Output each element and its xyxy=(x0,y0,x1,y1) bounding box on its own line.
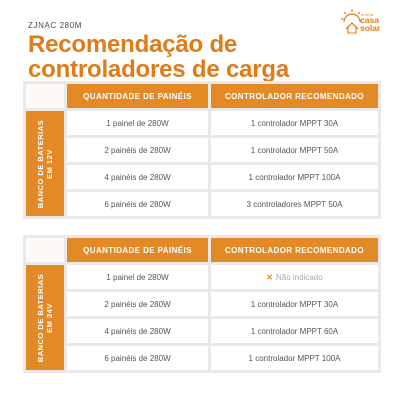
x-icon: ✕ xyxy=(266,272,273,282)
col-header-panels: QUANTIDADE DE PAINÉIS xyxy=(67,84,208,108)
table-row: BANCO DE BATERIAS EM 12V 1 painel de 280… xyxy=(26,111,378,216)
logo-small-text: minha xyxy=(361,12,374,17)
table-row: 4 painéis de 280W 1 controlador MPPT 60A xyxy=(26,319,378,343)
table-header-row: QUANTIDADE DE PAINÉIS CONTROLADOR RECOME… xyxy=(26,238,378,262)
controller-cell: 1 controlador MPPT 50A xyxy=(211,138,378,162)
table-corner xyxy=(26,84,64,108)
brand-logo: minha casa solar xyxy=(341,8,389,42)
panels-cell: 2 painéis de 280W xyxy=(67,138,208,162)
table-row: BANCO DE BATERIAS EM 24V 1 painel de 280… xyxy=(26,265,378,370)
panels-cell: 4 painéis de 280W xyxy=(67,165,208,189)
logo-line-1: casa xyxy=(360,15,379,25)
sun-house-icon xyxy=(341,9,361,34)
side-label-line-1: BANCO DE BATERIAS xyxy=(36,119,45,208)
panels-cell: 2 painéis de 280W xyxy=(67,292,208,316)
product-code: ZJNAC 280M xyxy=(28,21,83,30)
table-row: 6 painéis de 280W 1 controlador MPPT 100… xyxy=(26,346,378,370)
battery-bank-label: BANCO DE BATERIAS EM 12V xyxy=(26,111,64,216)
recommendation-table-12v: QUANTIDADE DE PAINÉIS CONTROLADOR RECOME… xyxy=(23,81,381,219)
panels-cell: 6 painéis de 280W xyxy=(67,346,208,370)
panels-cell: 6 painéis de 280W xyxy=(67,192,208,216)
table-header-row: QUANTIDADE DE PAINÉIS CONTROLADOR RECOME… xyxy=(26,84,378,108)
panels-cell: 1 painel de 280W xyxy=(67,265,208,289)
panels-cell: 4 painéis de 280W xyxy=(67,319,208,343)
not-recommended-text: Não indicado xyxy=(276,272,323,282)
controller-cell: 1 controlador MPPT 100A xyxy=(211,165,378,189)
table-corner xyxy=(26,238,64,262)
controller-cell: 1 controlador MPPT 30A xyxy=(211,111,378,135)
side-label-line-2: EM 24V xyxy=(45,302,54,333)
controller-cell-not-recommended: ✕ Não indicado xyxy=(211,265,378,289)
col-header-panels: QUANTIDADE DE PAINÉIS xyxy=(67,238,208,262)
page-title: Recomendação de controladores de carga M… xyxy=(28,31,290,107)
panels-cell: 1 painel de 280W xyxy=(67,111,208,135)
table-row: 2 painéis de 280W 1 controlador MPPT 30A xyxy=(26,292,378,316)
recommendation-table-24v: QUANTIDADE DE PAINÉIS CONTROLADOR RECOME… xyxy=(23,235,381,373)
controller-cell: 1 controlador MPPT 60A xyxy=(211,319,378,343)
table-row: 4 painéis de 280W 1 controlador MPPT 100… xyxy=(26,165,378,189)
side-label-line-2: EM 12V xyxy=(45,148,54,179)
battery-bank-label: BANCO DE BATERIAS EM 24V xyxy=(26,265,64,370)
table-row: 2 painéis de 280W 1 controlador MPPT 50A xyxy=(26,138,378,162)
controller-cell: 3 controladores MPPT 50A xyxy=(211,192,378,216)
logo-line-2: solar xyxy=(360,23,381,33)
controller-cell: 1 controlador MPPT 30A xyxy=(211,292,378,316)
side-label-line-1: BANCO DE BATERIAS xyxy=(36,273,45,362)
table-row: 6 painéis de 280W 3 controladores MPPT 5… xyxy=(26,192,378,216)
col-header-controller: CONTROLADOR RECOMENDADO xyxy=(211,238,378,262)
controller-cell: 1 controlador MPPT 100A xyxy=(211,346,378,370)
col-header-controller: CONTROLADOR RECOMENDADO xyxy=(211,84,378,108)
